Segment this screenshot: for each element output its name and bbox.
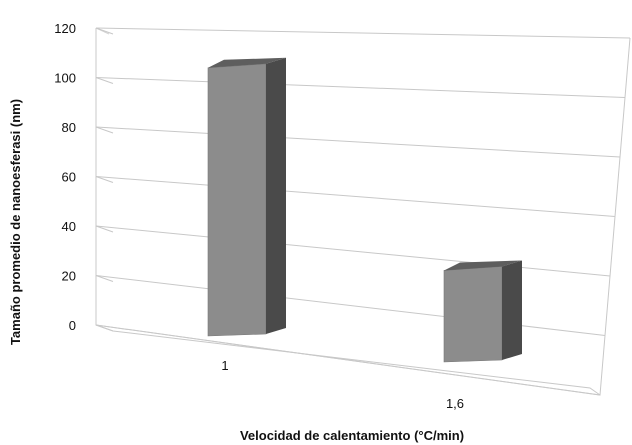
x-tick-label: 1 [221,358,228,373]
gridline-side [95,324,114,332]
bars [207,57,522,363]
y-tick-label: 40 [62,219,76,234]
gridline [95,77,626,98]
gridline [95,225,611,277]
bar-side [502,260,522,360]
x-axis-label: Velocidad de calentamiento (°C/min) [240,428,464,443]
gridline [95,126,621,158]
x-tick-label: 1,6 [446,396,464,411]
bar-front [207,63,267,337]
y-tick-label: 100 [54,71,76,86]
y-tick-label: 60 [62,170,76,185]
y-tick-label: 20 [62,269,76,284]
y-tick-label: 120 [54,21,76,36]
gridline [95,324,601,396]
x-axis-ticks: 11,6 [221,358,464,411]
gridline [95,176,616,217]
bar-front [443,266,503,363]
bar-top [444,260,522,271]
bar-top [208,57,286,68]
gridline [95,27,631,39]
gridline-side [95,176,114,183]
bar-side [266,57,286,335]
gridlines [95,27,631,396]
y-tick-label: 0 [69,318,76,333]
gridline-side [95,225,114,233]
gridline [95,275,606,336]
y-axis-label: Tamaño promedio de nanoesferasi (nm) [8,99,23,345]
y-axis-ticks: 0 20 40 60 80 100 120 [54,21,76,333]
gridline-side [95,126,114,134]
gridline-side [95,27,114,35]
gridline-side [95,275,114,282]
y-tick-label: 80 [62,120,76,135]
gridline-side [95,77,114,84]
